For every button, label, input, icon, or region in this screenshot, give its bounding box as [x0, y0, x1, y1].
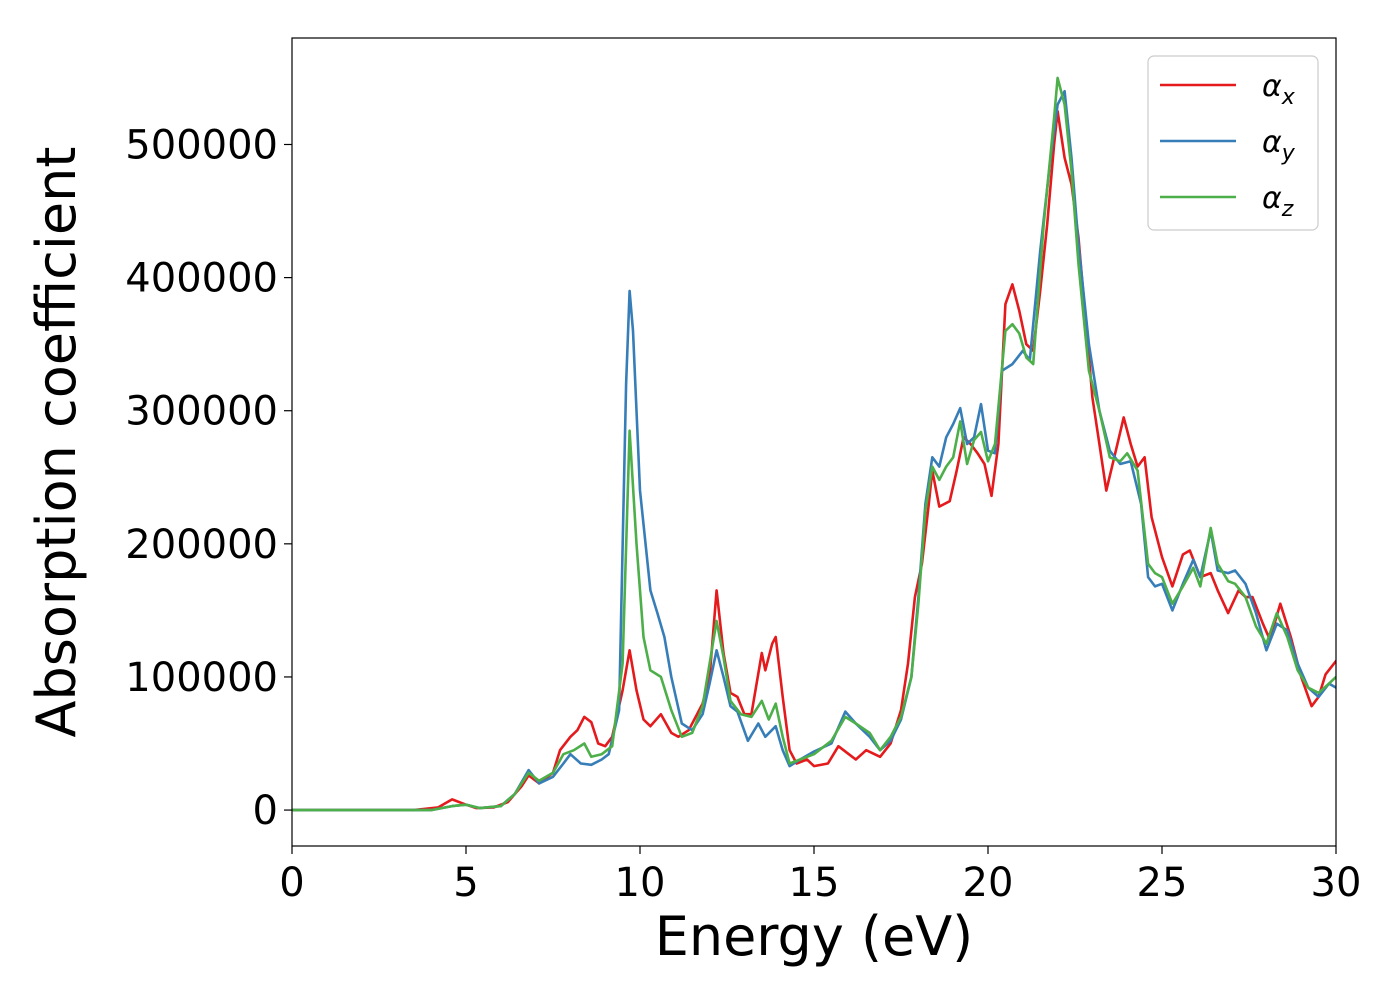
y-tick-label: 200000 [125, 522, 278, 568]
y-axis-title: Absorption coefficient [25, 147, 88, 738]
y-tick-label: 300000 [125, 389, 278, 435]
x-tick-label: 30 [1311, 860, 1362, 906]
x-tick-label: 20 [963, 860, 1014, 906]
x-tick-label: 0 [279, 860, 304, 906]
y-tick-label: 0 [253, 788, 278, 834]
x-tick-label: 25 [1137, 860, 1188, 906]
series-line-z [292, 76, 1336, 812]
x-axis: 0 5 10 15 20 25 30 [279, 846, 1361, 906]
y-tick-label: 100000 [125, 655, 278, 701]
x-tick-label: 15 [789, 860, 840, 906]
series-line-x [292, 109, 1336, 812]
y-axis: 0 100000 200000 300000 400000 500000 [125, 122, 292, 834]
legend-box [1147, 55, 1319, 231]
x-tick-label: 10 [615, 860, 666, 906]
x-tick-label: 5 [453, 860, 478, 906]
y-tick-label: 500000 [125, 122, 278, 168]
series-layer [292, 76, 1336, 812]
x-axis-title: Energy (eV) [655, 905, 974, 968]
y-tick-label: 400000 [125, 256, 278, 302]
